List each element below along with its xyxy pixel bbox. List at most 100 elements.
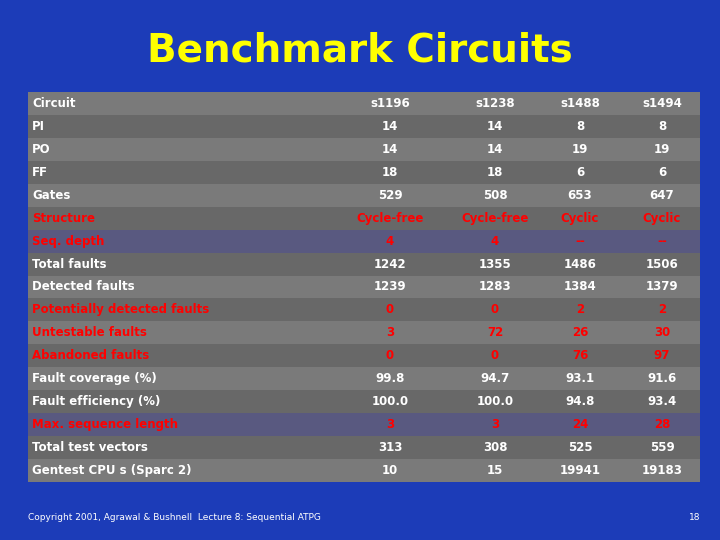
Text: 19: 19 (572, 143, 588, 156)
Text: 14: 14 (487, 143, 503, 156)
Text: 647: 647 (649, 189, 675, 202)
Bar (28, 161, 700, 184)
Bar (28, 275, 700, 299)
Text: s1196: s1196 (370, 97, 410, 110)
Text: 0: 0 (386, 303, 394, 316)
Bar (28, 459, 700, 482)
Text: 1379: 1379 (646, 280, 678, 294)
Text: Copyright 2001, Agrawal & Bushnell  Lecture 8: Sequential ATPG: Copyright 2001, Agrawal & Bushnell Lectu… (28, 514, 321, 523)
Text: Total faults: Total faults (32, 258, 107, 271)
Text: 4: 4 (386, 234, 394, 248)
Text: 1384: 1384 (564, 280, 596, 294)
Text: 1355: 1355 (479, 258, 511, 271)
Text: 97: 97 (654, 349, 670, 362)
Text: Fault coverage (%): Fault coverage (%) (32, 372, 157, 385)
Text: 313: 313 (378, 441, 402, 454)
Text: Circuit: Circuit (32, 97, 76, 110)
Text: 529: 529 (378, 189, 402, 202)
Text: Cyclic: Cyclic (561, 212, 599, 225)
Text: 1283: 1283 (479, 280, 511, 294)
Text: 19941: 19941 (559, 464, 600, 477)
Text: 525: 525 (567, 441, 593, 454)
Bar (28, 138, 700, 161)
Text: 3: 3 (491, 418, 499, 431)
Text: 1506: 1506 (646, 258, 678, 271)
Text: 8: 8 (576, 120, 584, 133)
Text: Cycle-free: Cycle-free (356, 212, 423, 225)
Text: 76: 76 (572, 349, 588, 362)
Text: 18: 18 (382, 166, 398, 179)
Text: 19183: 19183 (642, 464, 683, 477)
Text: 14: 14 (382, 143, 398, 156)
Text: Abandoned faults: Abandoned faults (32, 349, 149, 362)
Bar (28, 413, 700, 436)
Text: s1238: s1238 (475, 97, 515, 110)
Bar (28, 367, 700, 390)
Bar (28, 345, 700, 367)
Text: 30: 30 (654, 326, 670, 339)
Text: Untestable faults: Untestable faults (32, 326, 147, 339)
Text: 19: 19 (654, 143, 670, 156)
Text: 8: 8 (658, 120, 666, 133)
Text: 94.8: 94.8 (565, 395, 595, 408)
Text: 2: 2 (576, 303, 584, 316)
Text: 1239: 1239 (374, 280, 406, 294)
Text: 72: 72 (487, 326, 503, 339)
Text: --: -- (657, 234, 667, 248)
Text: 14: 14 (382, 120, 398, 133)
Text: Gentest CPU s (Sparc 2): Gentest CPU s (Sparc 2) (32, 464, 192, 477)
Bar (28, 207, 700, 229)
Bar (28, 115, 700, 138)
Text: 2: 2 (658, 303, 666, 316)
Text: 1242: 1242 (374, 258, 406, 271)
Text: 308: 308 (482, 441, 508, 454)
Text: 99.8: 99.8 (375, 372, 405, 385)
Bar (28, 299, 700, 321)
Text: 0: 0 (386, 349, 394, 362)
Text: 4: 4 (491, 234, 499, 248)
Text: 10: 10 (382, 464, 398, 477)
Text: 93.1: 93.1 (565, 372, 595, 385)
Text: Gates: Gates (32, 189, 71, 202)
Bar (28, 390, 700, 413)
Text: Benchmark Circuits: Benchmark Circuits (147, 31, 573, 69)
Text: 653: 653 (567, 189, 593, 202)
Text: 94.7: 94.7 (480, 372, 510, 385)
Bar (28, 436, 700, 459)
Text: Total test vectors: Total test vectors (32, 441, 148, 454)
Text: 508: 508 (482, 189, 508, 202)
Text: Max. sequence length: Max. sequence length (32, 418, 178, 431)
Text: 0: 0 (491, 349, 499, 362)
Text: 3: 3 (386, 418, 394, 431)
Text: Structure: Structure (32, 212, 95, 225)
Text: PI: PI (32, 120, 45, 133)
Text: 18: 18 (487, 166, 503, 179)
Text: s1488: s1488 (560, 97, 600, 110)
Text: 6: 6 (576, 166, 584, 179)
Text: 1486: 1486 (564, 258, 596, 271)
Text: Cyclic: Cyclic (643, 212, 681, 225)
Text: 14: 14 (487, 120, 503, 133)
Text: Detected faults: Detected faults (32, 280, 135, 294)
Text: 28: 28 (654, 418, 670, 431)
Text: 15: 15 (487, 464, 503, 477)
Bar (28, 230, 700, 253)
Text: 91.6: 91.6 (647, 372, 677, 385)
Bar (28, 321, 700, 345)
Text: PO: PO (32, 143, 50, 156)
Text: Fault efficiency (%): Fault efficiency (%) (32, 395, 161, 408)
Text: Seq. depth: Seq. depth (32, 234, 104, 248)
Text: 559: 559 (649, 441, 675, 454)
Bar (28, 184, 700, 207)
Bar (28, 92, 700, 115)
Text: 3: 3 (386, 326, 394, 339)
Bar (28, 253, 700, 275)
Text: 93.4: 93.4 (647, 395, 677, 408)
Text: 100.0: 100.0 (477, 395, 513, 408)
Text: 24: 24 (572, 418, 588, 431)
Text: 26: 26 (572, 326, 588, 339)
Text: Cycle-free: Cycle-free (462, 212, 528, 225)
Text: 100.0: 100.0 (372, 395, 408, 408)
Text: 6: 6 (658, 166, 666, 179)
Text: s1494: s1494 (642, 97, 682, 110)
